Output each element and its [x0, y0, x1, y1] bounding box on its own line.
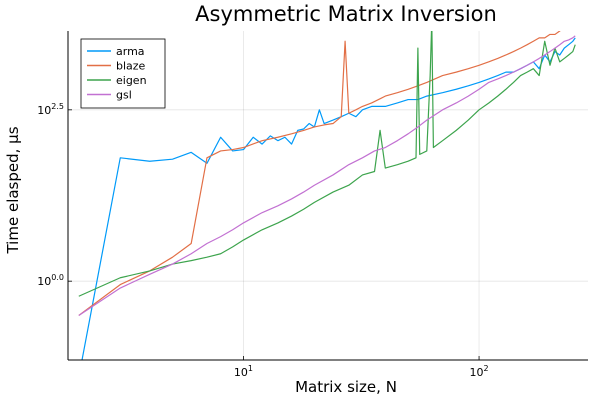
- legend-label-arma: arma: [116, 45, 145, 58]
- x-axis-label: Matrix size, N: [295, 378, 397, 396]
- legend-box: [80, 38, 166, 109]
- chart-title: Asymmetric Matrix Inversion: [195, 2, 497, 26]
- y-axis-label: Time elasped, μs: [4, 126, 22, 254]
- series-line-blaze: [78, 31, 561, 316]
- series-line-gsl: [78, 35, 576, 316]
- ticks: 101 102 100.0 102.5: [37, 102, 488, 379]
- legend-label-eigen: eigen: [116, 74, 147, 87]
- series-line-eigen: [78, 31, 576, 297]
- axes: [67, 31, 588, 361]
- grid: [68, 31, 588, 360]
- y-tick-label: 102.5: [37, 102, 64, 117]
- x-tick-label: 101: [234, 364, 253, 379]
- legend-label-blaze: blaze: [116, 60, 146, 73]
- x-tick-label: 102: [470, 364, 489, 379]
- y-tick-label: 100.0: [37, 273, 64, 288]
- legend-label-gsl: gsl: [116, 89, 132, 102]
- plot-area: [78, 31, 576, 360]
- series-line-arma: [81, 37, 576, 360]
